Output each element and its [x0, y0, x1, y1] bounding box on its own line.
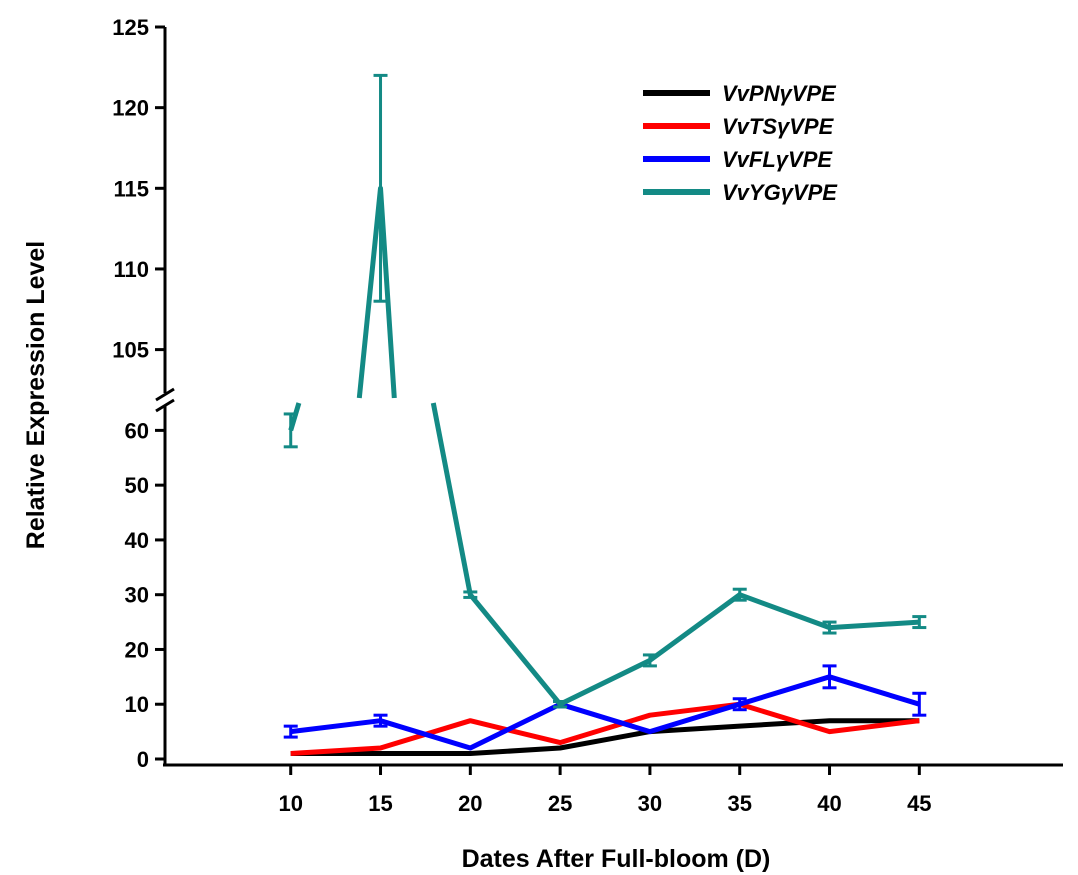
y-tick-label: 0	[137, 747, 149, 772]
y-axis-title: Relative Expression Level	[22, 241, 50, 549]
series-line	[288, 185, 920, 707]
legend: VvPNγVPE VvTSγVPE VvFLγVPE VvYGγVPE	[643, 81, 838, 205]
x-tick-label: 30	[638, 791, 662, 816]
y-tick-label: 115	[114, 176, 150, 201]
x-tick-label: 40	[817, 791, 841, 816]
axis-break-mark	[155, 387, 175, 402]
x-axis-title: Dates After Full-bloom (D)	[462, 845, 771, 873]
series-layer	[283, 73, 927, 756]
y-tick-label: 120	[112, 96, 149, 121]
series-group	[283, 664, 927, 751]
y-tick-label: 20	[125, 637, 149, 662]
x-tick-label: 15	[368, 791, 392, 816]
y-tick-label: 10	[125, 692, 149, 717]
y-tick-label: 110	[114, 257, 150, 282]
x-tick-label: 10	[278, 791, 302, 816]
axes: 0 10 20 30 40 50 60 105 110 115 120 125 10 15 20 25 30 35…	[112, 15, 1063, 816]
legend-label: VvPNγVPE	[722, 81, 837, 106]
y-tick-label: 30	[125, 583, 149, 608]
series-line	[290, 718, 920, 756]
axis-break-mark	[155, 398, 175, 413]
x-tick-label: 45	[907, 791, 931, 816]
legend-label: VvYGγVPE	[722, 180, 838, 205]
y-tick-label: 60	[125, 418, 149, 443]
series-line	[290, 701, 920, 756]
y-tick-label: 105	[112, 338, 149, 363]
legend-label: VvFLγVPE	[722, 147, 833, 172]
x-tick-label: 25	[548, 791, 572, 816]
series-group	[283, 73, 927, 709]
y-tick-label: 125	[112, 15, 149, 40]
x-tick-label: 35	[727, 791, 751, 816]
y-tick-label: 50	[125, 473, 149, 498]
y-tick-label: 40	[125, 528, 149, 553]
legend-label: VvTSγVPE	[722, 114, 835, 139]
series-group	[290, 718, 920, 756]
x-tick-label: 20	[458, 791, 482, 816]
series-line	[290, 674, 921, 751]
series-group	[290, 701, 920, 756]
